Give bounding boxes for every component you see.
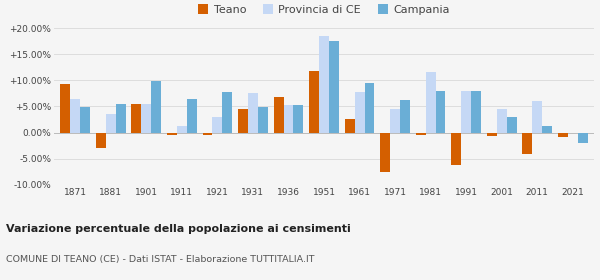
Bar: [131, 104, 142, 132]
Bar: [497, 109, 506, 132]
Bar: [319, 36, 329, 132]
Bar: [274, 97, 284, 132]
Bar: [212, 117, 223, 132]
Bar: [532, 101, 542, 132]
Bar: [70, 99, 80, 132]
Bar: [329, 41, 339, 132]
Bar: [487, 132, 497, 136]
Text: COMUNE DI TEANO (CE) - Dati ISTAT - Elaborazione TUTTITALIA.IT: COMUNE DI TEANO (CE) - Dati ISTAT - Elab…: [6, 255, 314, 264]
Bar: [258, 107, 268, 132]
Bar: [61, 84, 70, 132]
Bar: [106, 114, 116, 132]
Bar: [542, 126, 552, 132]
Bar: [167, 132, 177, 135]
Legend: Teano, Provincia di CE, Campania: Teano, Provincia di CE, Campania: [194, 0, 454, 19]
Bar: [238, 109, 248, 132]
Text: Variazione percentuale della popolazione ai censimenti: Variazione percentuale della popolazione…: [6, 224, 351, 234]
Bar: [471, 91, 481, 132]
Bar: [390, 109, 400, 132]
Bar: [96, 132, 106, 148]
Bar: [425, 73, 436, 132]
Bar: [151, 81, 161, 132]
Bar: [380, 132, 390, 172]
Bar: [187, 99, 197, 132]
Bar: [116, 104, 126, 132]
Bar: [365, 83, 374, 132]
Bar: [461, 91, 471, 132]
Bar: [142, 104, 151, 132]
Bar: [80, 108, 90, 132]
Bar: [248, 93, 258, 132]
Bar: [293, 105, 304, 132]
Bar: [284, 105, 293, 132]
Bar: [451, 132, 461, 165]
Bar: [355, 92, 365, 132]
Bar: [506, 117, 517, 132]
Bar: [578, 132, 587, 143]
Bar: [344, 120, 355, 132]
Bar: [177, 126, 187, 132]
Bar: [436, 91, 445, 132]
Bar: [416, 132, 425, 135]
Bar: [400, 100, 410, 132]
Bar: [558, 132, 568, 137]
Bar: [522, 132, 532, 155]
Bar: [309, 71, 319, 132]
Bar: [203, 132, 212, 135]
Bar: [223, 92, 232, 132]
